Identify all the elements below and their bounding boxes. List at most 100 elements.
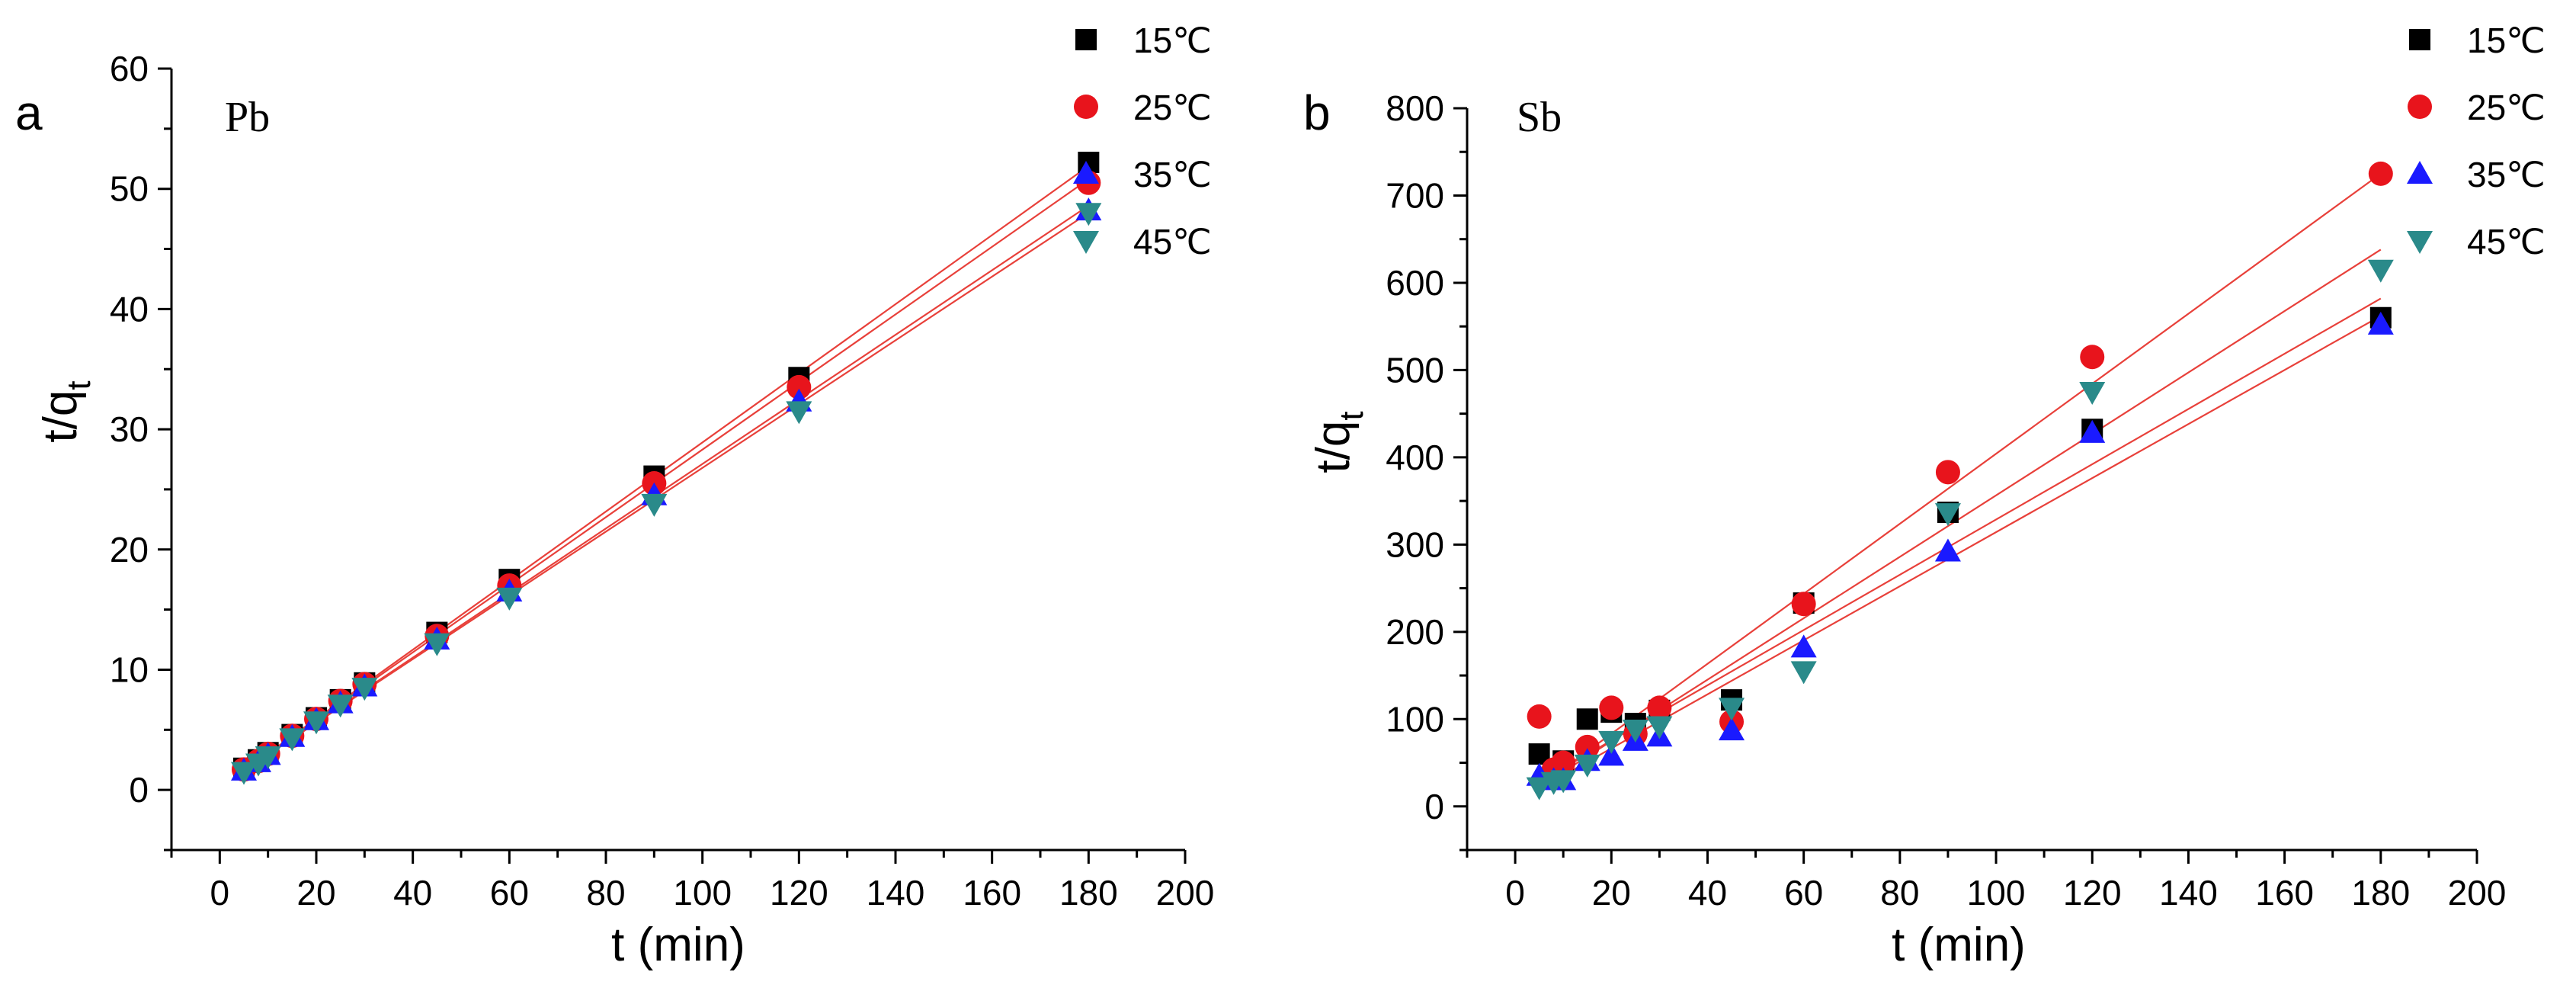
y-tick-label: 100 (1386, 699, 1444, 739)
x-tick-label: 0 (1505, 873, 1525, 913)
data-point (787, 374, 812, 399)
y-tick-label: 400 (1386, 438, 1444, 477)
data-point (786, 401, 812, 425)
fit-line-35℃ (1539, 315, 2382, 790)
data-point (1599, 695, 1624, 720)
fit-line-15℃ (1539, 297, 2382, 783)
y-axis-label: t/qt (1307, 411, 1370, 473)
x-tick-label: 20 (296, 873, 335, 913)
legend-label: 25℃ (2467, 88, 2546, 127)
data-point (327, 694, 354, 718)
panel-letter: b (1303, 85, 1331, 140)
y-tick-label: 10 (110, 650, 149, 689)
y-tick-label: 200 (1386, 612, 1444, 652)
legend-label: 35℃ (1133, 155, 1212, 194)
legend-marker (2407, 161, 2433, 184)
data-point (1790, 661, 1817, 685)
data-point (1719, 717, 1745, 741)
legend-marker (1073, 161, 1099, 184)
legend-label: 45℃ (2467, 222, 2546, 261)
chart-title: Sb (1517, 94, 1562, 141)
x-tick-label: 180 (1059, 873, 1118, 913)
x-tick-label: 120 (2063, 873, 2122, 913)
data-point (1790, 634, 1817, 658)
data-point (1576, 708, 1598, 730)
x-tick-label: 160 (963, 873, 1021, 913)
x-tick-label: 100 (673, 873, 732, 913)
y-tick-label: 50 (110, 169, 149, 209)
legend-marker (2409, 29, 2430, 50)
data-point (351, 678, 378, 701)
x-axis-label: t (min) (611, 919, 745, 971)
data-point (1598, 730, 1625, 754)
y-axis-label-subscript: t (60, 380, 98, 390)
data-point (231, 762, 257, 785)
data-point (303, 711, 329, 735)
y-axis-label: t/qt (34, 380, 98, 442)
data-point (1551, 750, 1576, 775)
y-tick-label: 0 (1424, 787, 1444, 826)
x-tick-label: 40 (393, 873, 432, 913)
chart-panel-a: 0 20 40 60 80 100 120 140 160 180 200 0 10 20 30 40 50 60… (15, 21, 1214, 971)
x-tick-label: 20 (1592, 873, 1631, 913)
data-point (1647, 695, 1672, 720)
data-point (1935, 460, 1960, 485)
legend-label: 35℃ (2467, 155, 2546, 194)
y-tick-label: 60 (110, 49, 149, 88)
y-tick-label: 500 (1386, 350, 1444, 390)
y-tick-label: 30 (110, 409, 149, 449)
fit-line-15℃ (243, 165, 1089, 771)
x-tick-label: 0 (210, 873, 230, 913)
data-point (641, 493, 668, 517)
legend-label: 15℃ (2467, 21, 2546, 60)
data-point (1075, 203, 1102, 226)
y-tick-label: 700 (1386, 175, 1444, 215)
data-point (1526, 777, 1552, 800)
x-tick-label: 100 (1967, 873, 2026, 913)
fit-line-35℃ (243, 204, 1089, 771)
fit-line-45℃ (243, 212, 1089, 771)
y-tick-label: 300 (1386, 524, 1444, 564)
data-point (279, 728, 306, 752)
x-axis-label: t (min) (1892, 919, 2026, 971)
data-point (1934, 503, 1961, 527)
data-point (1598, 743, 1625, 766)
data-point (2367, 311, 2394, 335)
fit-line-45℃ (1539, 249, 2382, 788)
legend-marker (2408, 95, 2432, 119)
x-tick-label: 80 (1880, 873, 1919, 913)
legend-label: 25℃ (1133, 88, 1212, 127)
chart-panel-b: 0 20 40 60 80 100 120 140 160 180 200 0 100 200 300 400… (1303, 21, 2546, 971)
data-point (1646, 716, 1673, 739)
data-point (1550, 770, 1577, 794)
fit-line-25℃ (243, 178, 1089, 771)
y-tick-label: 600 (1386, 263, 1444, 303)
x-tick-label: 140 (867, 873, 925, 913)
x-tick-label: 140 (2159, 873, 2218, 913)
y-tick-label: 0 (129, 770, 149, 810)
x-tick-label: 80 (586, 873, 625, 913)
x-tick-label: 180 (2351, 873, 2410, 913)
data-point (2367, 259, 2394, 283)
x-tick-label: 60 (1784, 873, 1823, 913)
x-tick-label: 120 (770, 873, 828, 913)
legend-label: 15℃ (1133, 21, 1212, 60)
legend-marker (1073, 231, 1099, 254)
panel-letter: a (15, 85, 43, 140)
y-axis-label-main: t/q (34, 390, 87, 443)
chart-title: Pb (225, 94, 270, 141)
y-axis-label-subscript: t (1333, 411, 1370, 420)
x-tick-label: 40 (1688, 873, 1727, 913)
data-point (2079, 382, 2106, 406)
legend-marker (1074, 95, 1098, 119)
data-point (2080, 345, 2105, 370)
data-point (1574, 754, 1600, 778)
data-point (424, 633, 450, 656)
fit-line-25℃ (1538, 172, 2382, 788)
data-point (1527, 704, 1552, 729)
y-tick-label: 20 (110, 530, 149, 569)
data-point (1934, 538, 1961, 562)
data-point (1622, 720, 1648, 743)
data-point (1719, 698, 1745, 721)
y-tick-label: 800 (1386, 88, 1444, 128)
